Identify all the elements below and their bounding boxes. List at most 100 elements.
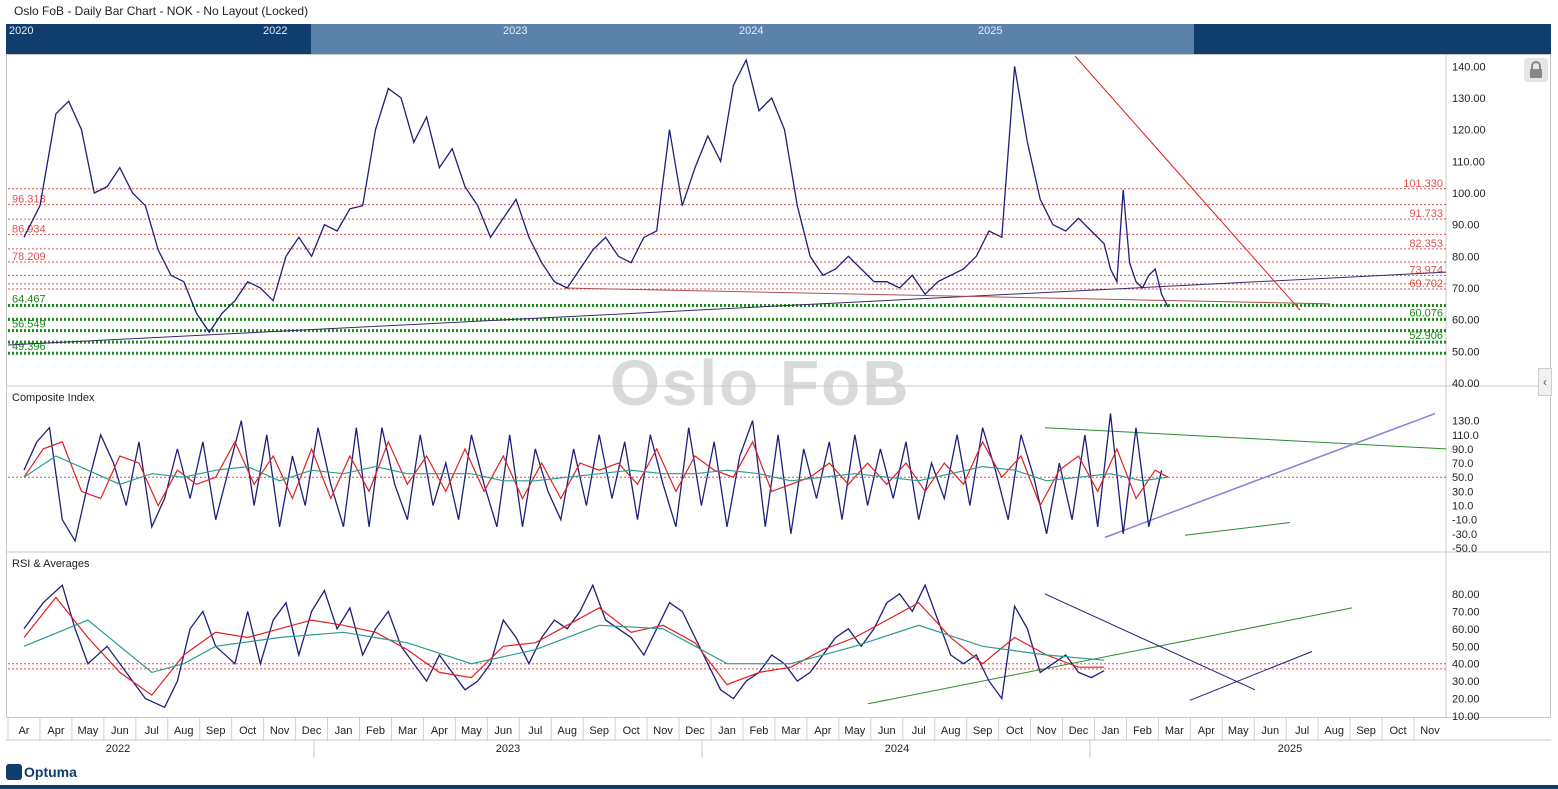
trend-line-green-low [1184,522,1291,536]
y-tick-label: 10.00 [1452,711,1480,723]
resistance-level-label: 78.209 [12,251,46,263]
x-tick-month: Apr [47,725,64,737]
x-tick-month: Feb [366,725,385,737]
x-tick-month: Nov [1037,725,1057,737]
resistance-level-label: 86.934 [12,223,46,235]
resistance-level-label: 69.702 [1409,278,1443,290]
trend-line-blue [1044,593,1256,691]
y-tick-label: 20.00 [1452,694,1480,706]
x-tick-month: Sep [589,725,609,737]
support-level-label: 64.467 [12,294,46,306]
date-navigator[interactable]: 2020 2022 2023 2024 2025 [6,24,1551,54]
resistance-level-label: 82.353 [1409,238,1443,250]
series-line [23,619,1105,674]
navigator-window[interactable] [311,24,1194,54]
x-tick-month: Mar [1165,725,1184,737]
series-line [23,58,1169,334]
x-tick-month: Apr [814,725,831,737]
optuma-logo-icon [6,764,22,780]
x-tick-month: Sep [973,725,993,737]
x-tick-month: Aug [1324,725,1344,737]
series-line [23,440,1169,507]
x-tick-year: 2024 [885,743,909,755]
watermark: Oslo FoB [610,347,911,419]
resistance-level-label: 96.313 [12,194,46,206]
y-tick-label: 50.0 [1452,472,1473,484]
x-tick-month: Aug [557,725,577,737]
trend-line-purple [1104,412,1436,539]
optuma-logo: Optuma [6,764,77,780]
y-tick-label: 100.00 [1452,188,1486,200]
x-tick-month: May [844,725,865,737]
x-tick-month: Apr [431,725,448,737]
x-tick-month: Jan [718,725,736,737]
series-line [23,455,1169,485]
trend-line-green [1044,427,1447,450]
support-level-label: 60.076 [1409,307,1443,319]
x-tick-month: Jun [494,725,512,737]
x-tick-month: Oct [1390,725,1407,737]
support-level-label: 56.549 [12,319,46,331]
navigator-year: 2025 [978,25,1003,37]
trend-line-green [867,607,1353,705]
x-tick-month: Nov [270,725,290,737]
y-tick-label: 70.0 [1452,458,1473,470]
x-tick-month: Jun [1261,725,1279,737]
chart-title: Oslo FoB - Daily Bar Chart - NOK - No La… [14,4,309,18]
y-tick-label: 90.0 [1452,444,1473,456]
y-tick-label: 50.00 [1452,641,1480,653]
x-tick-month: Nov [1420,725,1440,737]
y-tick-label: -30.0 [1452,529,1477,541]
rsi-label: RSI & Averages [12,558,90,570]
x-tick-month: Aug [174,725,194,737]
x-tick-month: Jul [528,725,542,737]
resistance-level-label: 101.330 [1403,178,1443,190]
series-line [23,596,1105,696]
y-tick-label: 60.00 [1452,315,1480,327]
chevron-left-icon: ‹ [1543,375,1547,389]
y-tick-label: 50.00 [1452,346,1480,358]
trend-line-blue-low [1189,651,1313,701]
trend-line-support [7,271,1447,346]
y-tick-label: 80.00 [1452,251,1480,263]
x-tick-month: May [461,725,482,737]
y-tick-label: 140.00 [1452,61,1486,73]
y-tick-label: 70.00 [1452,606,1480,618]
y-tick-label: 80.00 [1452,589,1480,601]
x-tick-year: 2022 [106,743,130,755]
x-tick-year: 2023 [496,743,520,755]
navigator-year: 2023 [503,25,528,37]
trend-line-resistance [1074,55,1301,311]
collapse-panel-button[interactable]: ‹ [1538,368,1552,396]
y-tick-label: 60.00 [1452,624,1480,636]
y-tick-label: 10.0 [1452,501,1473,513]
x-tick-month: Sep [206,725,226,737]
y-tick-label: 130.00 [1452,93,1486,105]
navigator-year: 2024 [739,25,764,37]
resistance-level-label: 91.733 [1409,208,1443,220]
y-tick-label: 40.00 [1452,659,1480,671]
x-tick-month: Sep [1356,725,1376,737]
x-tick-month: Aug [941,725,961,737]
y-tick-label: 120.00 [1452,125,1486,137]
footer-line [0,785,1558,789]
x-tick-month: Feb [749,725,768,737]
y-tick-label: 90.00 [1452,220,1480,232]
y-tick-label: 30.00 [1452,676,1480,688]
optuma-logo-text: Optuma [24,764,77,780]
x-tick-month: Jan [1102,725,1120,737]
y-tick-label: 110.00 [1452,156,1485,168]
lock-button[interactable] [1524,58,1548,82]
x-tick-month: Mar [781,725,800,737]
y-tick-label: 30.0 [1452,486,1473,498]
x-tick-year: 2025 [1278,743,1302,755]
x-tick-month: May [77,725,98,737]
y-tick-label: 40.00 [1452,378,1480,390]
series-line [23,583,1105,709]
x-tick-month: Oct [1006,725,1023,737]
lock-icon [1530,61,1542,78]
x-tick-month: Oct [623,725,640,737]
x-tick-month: Dec [685,725,705,737]
series-line [23,413,1163,543]
